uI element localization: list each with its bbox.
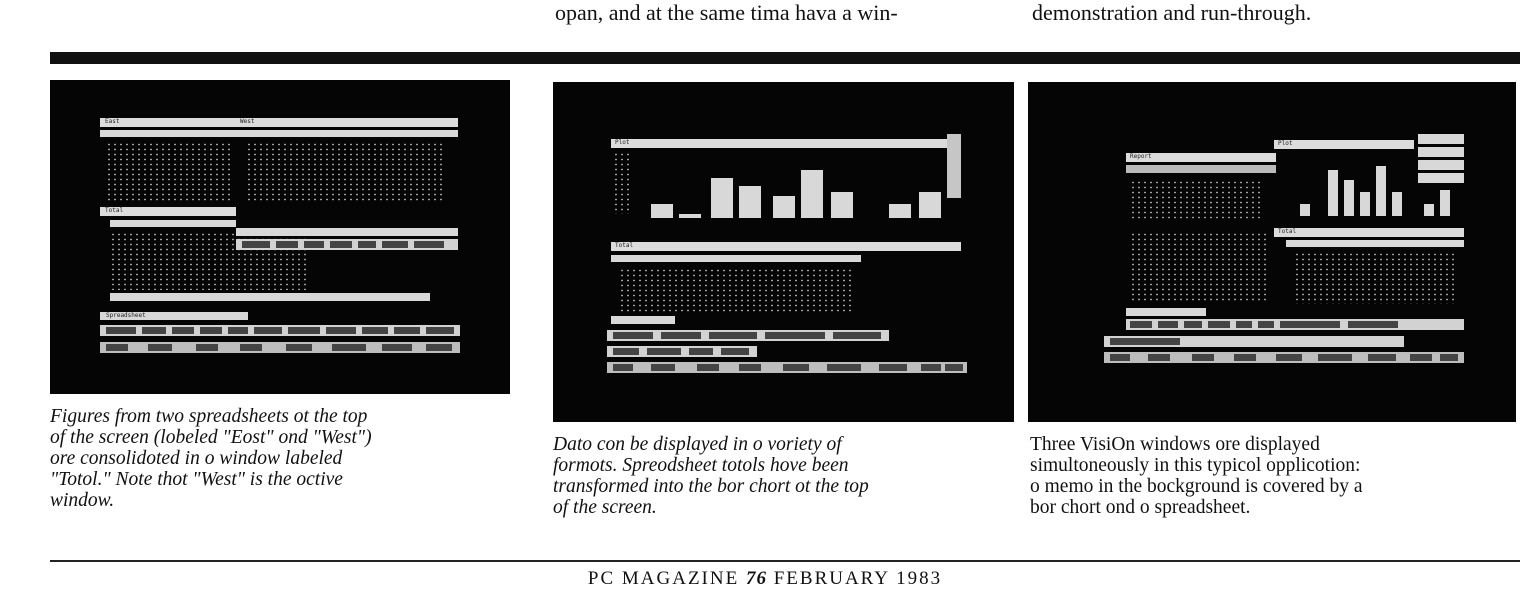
window-total-cells xyxy=(619,268,855,312)
chart-bar xyxy=(679,214,701,218)
window-total-label: Total xyxy=(615,242,634,249)
window-east-cells xyxy=(106,142,230,202)
report-text-block-1 xyxy=(1130,180,1264,220)
status-line xyxy=(100,312,248,320)
chart-bar xyxy=(1300,204,1310,216)
window-total-titlebar xyxy=(100,207,236,216)
figure-2-screenshot: Plot Total xyxy=(553,82,1014,422)
caption-line: of the screen. xyxy=(553,497,657,518)
spreadsheet-status-bar xyxy=(236,228,458,236)
chart-bar xyxy=(1440,190,1450,216)
spreadsheet-menu-bar xyxy=(1274,319,1464,330)
window-total-titlebar xyxy=(611,242,961,251)
caption-line: simultoneously in this typicol opplicoti… xyxy=(1030,455,1361,476)
chart-bar xyxy=(1344,180,1354,216)
window-east-header xyxy=(100,130,236,137)
footer-publication: PC MAGAZINE xyxy=(587,568,740,589)
window-report-titlebar xyxy=(1126,153,1276,162)
spreadsheet-menu-bar-2 xyxy=(100,325,460,336)
spreadsheet-menu-bar-2 xyxy=(607,346,757,357)
side-menu-item xyxy=(1418,160,1464,170)
window-plot-titlebar xyxy=(1274,140,1414,149)
window-total-label: Total xyxy=(1278,228,1297,235)
caption-line: window. xyxy=(50,490,115,511)
status-label: Spreadsheet xyxy=(106,312,146,319)
chart-bar xyxy=(739,186,761,218)
window-west-cells xyxy=(246,142,446,202)
function-key-bar xyxy=(1104,352,1464,363)
body-text-fragment-right: demonstration and run-through. xyxy=(1032,0,1312,25)
spreadsheet-menu-bar-1 xyxy=(607,330,889,341)
window-plot-titlebar xyxy=(611,139,961,148)
chart-bar xyxy=(801,170,823,218)
window-total-cells xyxy=(1294,252,1456,304)
window-plot-label: Plot xyxy=(615,139,630,146)
window-report-label: Report xyxy=(1130,153,1152,160)
report-text-block-2 xyxy=(1130,232,1270,302)
caption-line: "Totol." Note thot "West" is the octive xyxy=(50,469,343,490)
caption-line: o memo in the bockground is covered by a xyxy=(1030,476,1363,497)
caption-line: ore consolidoted in o window labeled xyxy=(50,448,343,469)
window-total-header xyxy=(611,255,861,262)
caption-line: Figures from two spreadsheets ot the top xyxy=(50,406,368,427)
chart-bar xyxy=(773,196,795,218)
chart-bar xyxy=(1376,166,1386,216)
top-rule xyxy=(50,52,1520,64)
footer-page-number: 76 xyxy=(745,568,767,589)
memo-menu-bar xyxy=(1126,319,1288,330)
window-total-footer xyxy=(110,293,430,301)
window-total-header xyxy=(1286,240,1464,247)
caption-line: of the screen (lobeled "Eost" ond "West"… xyxy=(50,427,372,448)
body-text-fragment-middle: opan, and at the same tima hava a win- xyxy=(555,0,898,25)
footer-date: FEBRUARY 1983 xyxy=(773,568,943,589)
figure-1-screenshot: East West Total Spreadsheet xyxy=(50,80,510,394)
figure-3-screenshot: Report Plot Total xyxy=(1028,82,1516,422)
window-east-titlebar xyxy=(100,118,236,127)
function-key-bar xyxy=(100,342,460,353)
report-ruler xyxy=(1126,165,1276,173)
window-total-label: Total xyxy=(105,207,124,214)
caption-line: bor chort ond o spreadsheet. xyxy=(1030,497,1251,518)
spreadsheet-menu-bar-1 xyxy=(236,239,458,250)
caption-line: formots. Spreodsheet totols hove been xyxy=(553,455,849,476)
window-west-header xyxy=(236,130,458,137)
chart-bar xyxy=(651,204,673,218)
window-total-titlebar xyxy=(1274,228,1464,237)
window-total-footer xyxy=(611,316,675,324)
side-menu-item xyxy=(1418,134,1464,144)
window-west-titlebar xyxy=(236,118,458,127)
window-plot-label: Plot xyxy=(1278,140,1293,147)
chart-bar xyxy=(1392,192,1402,216)
chart-bar xyxy=(1360,192,1370,216)
side-menu-item xyxy=(1418,147,1464,157)
status-line xyxy=(1126,308,1206,316)
page-footer: PC MAGAZINE 76 FEBRUARY 1983 xyxy=(0,568,1530,590)
plot-side-menu xyxy=(947,134,961,198)
bottom-rule xyxy=(50,560,1520,562)
chart-bar xyxy=(919,192,941,218)
figure-3-caption: Three VisiOn windows ore displayed simul… xyxy=(1030,434,1363,518)
caption-line: Dato con be displayed in o voriety of xyxy=(553,434,842,455)
figure-2-caption: Dato con be displayed in o voriety of fo… xyxy=(553,434,869,518)
caption-line: Three VisiOn windows ore displayed xyxy=(1030,434,1320,455)
chart-bar xyxy=(889,204,911,218)
plot-y-axis-ticks xyxy=(613,152,629,214)
chart-bar xyxy=(831,192,853,218)
prompt-bar xyxy=(1104,336,1404,347)
function-key-bar xyxy=(607,362,967,373)
chart-bar xyxy=(1424,204,1434,216)
chart-bar xyxy=(711,178,733,218)
side-menu-item xyxy=(1418,173,1464,183)
caption-line: transformed into the bor chort ot the to… xyxy=(553,476,869,497)
window-east-label: East xyxy=(105,118,120,125)
figure-1-caption: Figures from two spreadsheets ot the top… xyxy=(50,406,372,511)
window-west-label: West xyxy=(240,118,255,125)
window-total-header xyxy=(110,220,236,227)
chart-bar xyxy=(1328,170,1338,216)
